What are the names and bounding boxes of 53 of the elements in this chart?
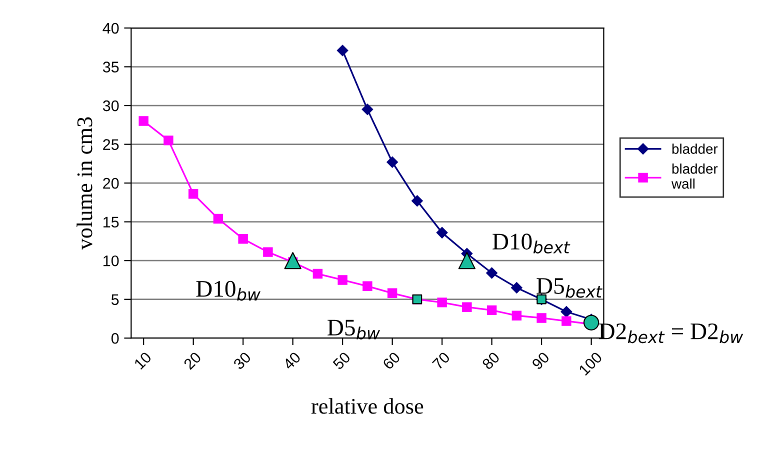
y-tick-label: 10 [104,255,119,266]
point [512,310,522,320]
x-tick-label: 80 [482,351,500,370]
y-tick-label: 30 [102,100,119,112]
annotation: D10$_{bext}$ [492,234,570,254]
point [560,306,572,318]
point [338,275,348,285]
point [437,298,447,308]
legend-label: bladder [672,144,718,154]
point [362,281,372,292]
x-axis-title: relative dose [311,398,424,414]
point [511,282,522,294]
point [436,227,448,238]
point [238,234,248,244]
point [213,214,224,224]
point [536,313,546,323]
y-tick-label: 15 [104,216,119,228]
y-tick-label: 35 [102,62,119,72]
x-tick-label: 30 [232,351,252,370]
y-tick-label: 25 [103,139,119,150]
x-tick-label: 20 [183,351,202,370]
point [362,104,374,116]
point [138,116,148,126]
x-tick-label: 60 [382,351,401,370]
point [583,314,600,330]
point [284,252,302,270]
x-tick-label: 70 [432,351,451,370]
x-tick-label: 40 [282,351,302,370]
x-tick-label: 10 [134,351,152,370]
y-axis-title: volume in cm3 [76,117,92,250]
point [486,305,497,316]
point [562,316,572,326]
point [312,268,323,279]
x-tick-label: 100 [578,351,603,376]
point [386,156,398,168]
point [336,44,348,56]
point [486,267,498,279]
y-tick-label: 40 [102,22,119,34]
x-tick-label: 50 [332,351,352,370]
point [164,136,174,146]
point [188,189,198,199]
annotation: D10$_{bw}$ [196,280,261,301]
legend-label: bladder wall [671,164,718,189]
y-tick-label: 0 [111,332,119,344]
y-tick-label: 20 [103,178,119,189]
point [458,252,476,270]
x-tick-label: 90 [531,351,550,370]
point [387,288,398,298]
y-tick-label: 5 [111,294,119,306]
point [412,195,423,206]
annotation: D5$_{bext}$ [536,278,602,298]
point [462,302,472,312]
point [263,247,273,257]
